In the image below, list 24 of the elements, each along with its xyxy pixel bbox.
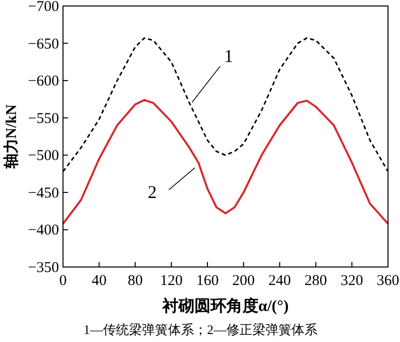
x-tick-label: 40: [92, 273, 107, 289]
x-axis-title: 衬砌圆环角度α/(°): [161, 296, 289, 315]
x-tick-label: 360: [376, 273, 400, 289]
x-tick-label: 320: [340, 273, 364, 289]
y-tick-label: −500: [28, 148, 59, 164]
y-tick-label: −650: [28, 36, 59, 52]
y-tick-label: −700: [28, 0, 59, 15]
x-tick-label: 0: [59, 273, 67, 289]
y-axis-title: 轴力N/kN: [3, 104, 20, 170]
x-tick-label: 200: [232, 273, 255, 289]
y-tick-label: −600: [28, 74, 59, 90]
y-tick-label: −450: [28, 185, 59, 202]
line-series: [62, 98, 389, 225]
y-tick-label: −350: [28, 260, 59, 276]
x-tick-label: 120: [160, 273, 183, 289]
x-tick-label: 240: [268, 273, 291, 289]
y-tick-label: −400: [28, 222, 59, 239]
text: 1—传统梁弹簧体系；2—修正梁弹簧体系: [84, 322, 318, 337]
x-tick-label: 80: [128, 273, 143, 289]
annotation: 1: [224, 46, 234, 66]
annotation: 2: [148, 182, 157, 202]
x-tick-label: 280: [304, 273, 328, 289]
x-tick-label: 160: [196, 273, 219, 289]
y-tick-label: −550: [28, 110, 59, 127]
